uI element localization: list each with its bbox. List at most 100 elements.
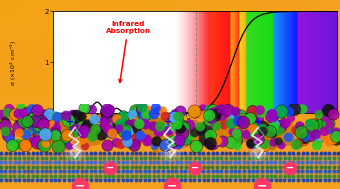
- Point: [160, 165, 166, 168]
- Point: [259, 111, 264, 114]
- Point: [237, 156, 242, 159]
- Point: [38, 119, 44, 122]
- Point: [64, 134, 69, 137]
- Point: [192, 170, 197, 173]
- Point: [234, 132, 240, 135]
- Point: [6, 108, 12, 111]
- Point: [7, 174, 13, 177]
- Point: [165, 179, 170, 182]
- Point: [124, 179, 130, 182]
- Point: [160, 161, 166, 164]
- Point: [232, 152, 238, 155]
- Point: [287, 166, 293, 169]
- Point: [124, 156, 130, 159]
- Point: [233, 139, 239, 143]
- Point: [250, 138, 255, 141]
- FancyBboxPatch shape: [34, 114, 85, 150]
- Point: [326, 174, 332, 177]
- Point: [62, 174, 67, 177]
- Point: [260, 130, 266, 133]
- Point: [175, 124, 181, 127]
- Point: [16, 152, 22, 155]
- Point: [273, 165, 278, 168]
- Point: [336, 165, 340, 168]
- Point: [295, 165, 301, 168]
- Point: [101, 125, 106, 128]
- Point: [66, 179, 71, 182]
- Point: [273, 170, 278, 173]
- Point: [92, 118, 97, 121]
- Point: [237, 165, 242, 168]
- Point: [61, 152, 66, 155]
- Point: [241, 179, 246, 182]
- Point: [39, 120, 45, 123]
- Point: [81, 107, 87, 110]
- Point: [316, 113, 322, 116]
- Point: [75, 170, 80, 173]
- Point: [223, 161, 229, 164]
- Point: [21, 161, 26, 164]
- Point: [97, 179, 103, 182]
- Point: [24, 119, 29, 122]
- Point: [16, 143, 21, 146]
- Point: [102, 165, 107, 168]
- Point: [93, 179, 99, 182]
- Point: [52, 156, 58, 159]
- Point: [174, 174, 180, 177]
- Point: [282, 152, 287, 155]
- Point: [170, 143, 175, 146]
- Point: [327, 179, 332, 182]
- Point: [192, 166, 198, 169]
- Point: [322, 174, 327, 177]
- Point: [115, 170, 120, 173]
- Point: [114, 118, 119, 121]
- Point: [209, 112, 215, 115]
- Point: [270, 131, 276, 134]
- Point: [196, 179, 202, 182]
- Point: [170, 139, 175, 142]
- Point: [183, 156, 188, 159]
- Point: [133, 170, 139, 173]
- Point: [3, 161, 8, 164]
- Point: [327, 129, 333, 132]
- Point: [322, 179, 328, 182]
- Point: [142, 156, 148, 159]
- Point: [205, 124, 210, 127]
- Point: [138, 152, 143, 155]
- Point: [143, 113, 149, 116]
- Point: [102, 170, 107, 173]
- Point: [34, 174, 40, 177]
- Point: [16, 156, 22, 159]
- Point: [210, 152, 216, 155]
- Point: [179, 127, 185, 130]
- Point: [318, 174, 323, 177]
- Point: [214, 152, 219, 155]
- Point: [30, 140, 35, 143]
- Point: [24, 111, 30, 114]
- Point: [142, 165, 148, 168]
- Point: [131, 123, 136, 126]
- Point: [97, 174, 102, 177]
- Point: [300, 170, 305, 173]
- Point: [229, 122, 234, 125]
- Point: [182, 126, 187, 129]
- Point: [264, 152, 269, 155]
- Point: [327, 165, 332, 168]
- Point: [254, 136, 259, 139]
- Point: [282, 165, 287, 168]
- Point: [226, 110, 232, 113]
- Point: [228, 179, 233, 182]
- Point: [0, 156, 4, 159]
- Point: [79, 115, 85, 118]
- Point: [7, 161, 13, 164]
- Point: [3, 120, 8, 123]
- Point: [88, 161, 94, 164]
- Point: [72, 147, 78, 150]
- Point: [246, 156, 252, 159]
- Point: [110, 132, 115, 135]
- Point: [246, 152, 251, 155]
- Point: [287, 156, 292, 159]
- Point: [300, 174, 305, 177]
- Point: [89, 108, 95, 111]
- Point: [187, 165, 193, 168]
